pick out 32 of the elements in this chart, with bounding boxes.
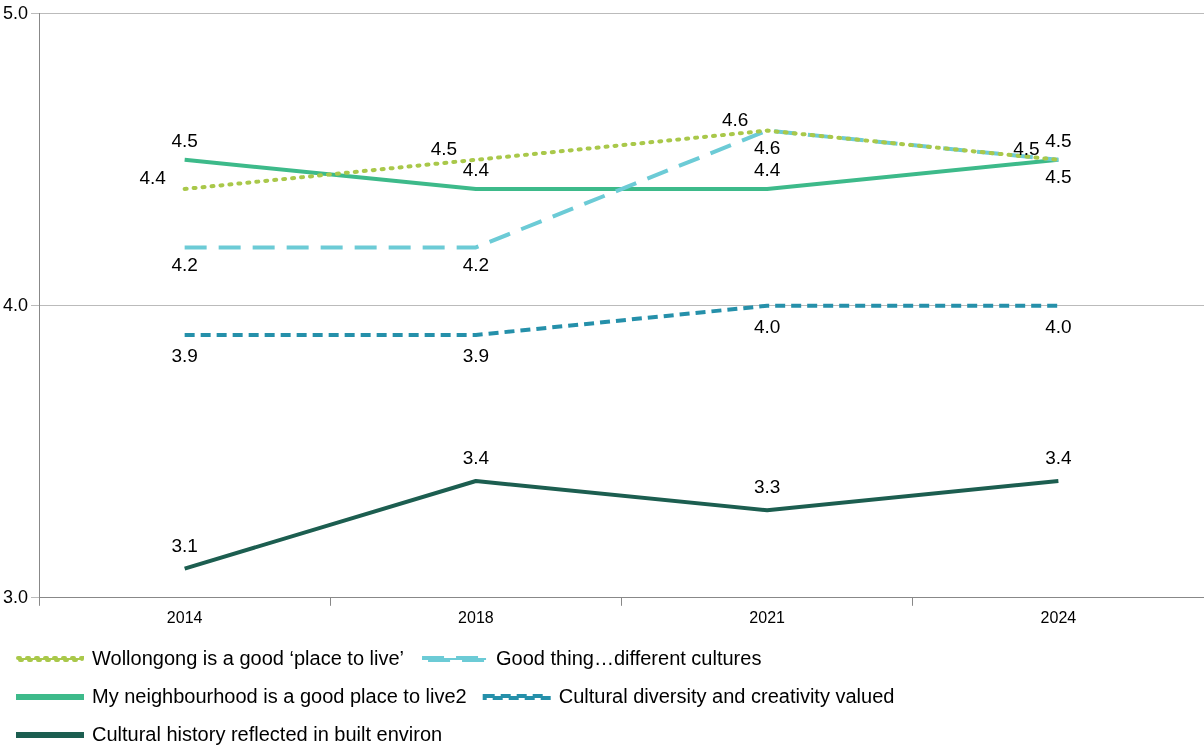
legend-label: Wollongong is a good ‘place to live’: [92, 646, 405, 669]
x-tick-label: 2021: [749, 608, 786, 626]
data-label: 3.4: [1045, 447, 1073, 469]
legend-label: Cultural history reflected in built environ: [92, 722, 443, 745]
x-tick-label: 2014: [166, 608, 203, 626]
data-label: 3.9: [462, 345, 490, 367]
legend-label: Cultural diversity and creativity valued: [558, 684, 895, 707]
legend-label: Good thing…different cultures: [496, 646, 762, 669]
data-label: 4.5: [430, 138, 458, 160]
x-tick-label: 2018: [458, 608, 494, 626]
data-label: 4.5: [171, 130, 198, 152]
data-label: 4.6: [721, 108, 749, 130]
data-label: 4.2: [462, 253, 490, 275]
data-label: 4.4: [139, 167, 167, 189]
data-label: 4.0: [1045, 316, 1072, 338]
y-tick-label: 3.0: [2, 586, 29, 607]
data-label: 3.1: [171, 534, 198, 556]
legend-label: My neighbourhood is a good place to live2: [92, 684, 467, 707]
data-label: 4.5: [1045, 166, 1072, 188]
data-label: 4.5: [1013, 138, 1040, 160]
y-tick-label: 4.0: [2, 294, 29, 315]
data-label: 4.4: [753, 159, 781, 181]
data-label: 4.2: [171, 253, 198, 275]
data-label: 4.6: [753, 136, 781, 158]
data-label: 4.5: [1045, 130, 1072, 152]
x-tick-label: 2024: [1040, 608, 1077, 626]
data-label: 4.0: [753, 316, 781, 338]
data-label: 3.9: [171, 345, 198, 367]
y-tick-label: 5.0: [2, 2, 29, 23]
data-label: 4.4: [462, 159, 490, 181]
data-label: 3.3: [753, 476, 781, 498]
data-label: 3.4: [462, 447, 490, 469]
